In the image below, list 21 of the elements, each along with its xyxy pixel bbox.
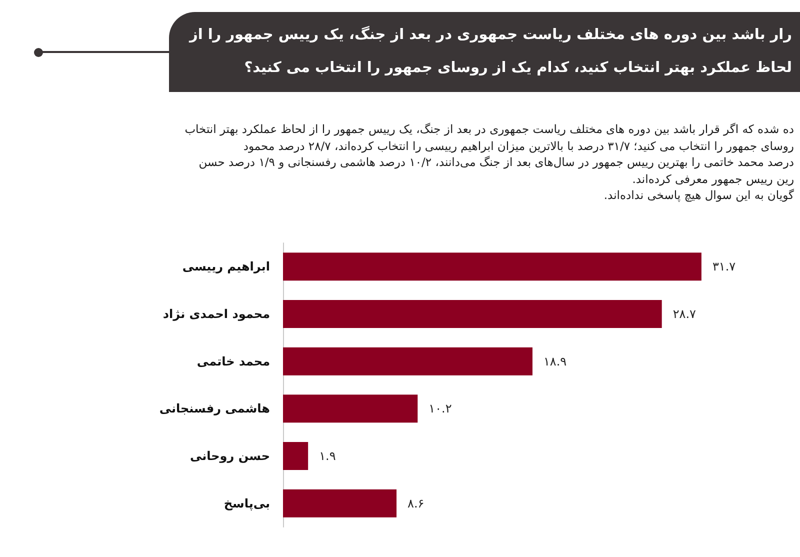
- data-label: ۱۰.۲: [428, 402, 452, 416]
- chart-title: رار باشد بین دوره های مختلف ریاست جمهوری در بعد از جنگ، یک رییس جمهور را از لحاظ عملکرد بهتر انتخاب کنید، کدام یک از روسای جمهور را انتخاب می کنید؟: [189, 25, 792, 78]
- data-label: ۱۸.۹: [543, 354, 567, 368]
- y-tick-label: حسن روحانی: [190, 449, 270, 463]
- y-tick-label: محمد خاتمی: [196, 354, 270, 368]
- title-banner: رار باشد بین دوره های مختلف ریاست جمهوری در بعد از جنگ، یک رییس جمهور را از لحاظ عملکرد بهتر انتخاب کنید، کدام یک از روسای جمهور را انتخاب می کنید؟: [169, 12, 800, 92]
- y-tick-label: هاشمی رفسنجانی: [159, 402, 270, 416]
- y-tick-label: بی‌پاسخ: [224, 496, 270, 510]
- bar: [283, 489, 397, 518]
- bar: [283, 300, 662, 328]
- bar: [283, 394, 418, 423]
- y-tick-label: ابراهیم رییسی: [182, 260, 270, 274]
- y-tick-label: محمود احمدی نژاد: [162, 307, 270, 321]
- data-label: ۱.۹: [319, 449, 336, 463]
- bar: [283, 442, 308, 470]
- bar: [283, 347, 532, 376]
- chart-subtitle: ده شده که اگر قرار باشد بین دوره های مختلف ریاست جمهوری در بعد از جنگ، یک رییس جمهور را از لحاظ عملکرد بهتر انتخاب روسای جمهور را انتخاب می کنید؛ ۳۱/۷ درصد با بالاترین میزان ابراهیم رییسی را انتخاب کرده‌اند، ۲۸/۷ درصد محمود درصد محمد خاتمی را بهترین رییس جمهور در سال‌های بعد از جنگ می‌دانند، ۱۰/۲ درصد هاشمی رفسنجانی و ۱/۹ درصد حسن رین رییس جمهور معرفی کرده‌اند. گویان به این سوال هیچ پاسخی نداده‌اند.: [184, 121, 794, 204]
- data-label: ۸.۶: [408, 496, 424, 510]
- data-label: ۲۸.۷: [672, 307, 697, 321]
- data-label: ۳۱.۷: [712, 260, 736, 274]
- bar: [283, 252, 702, 281]
